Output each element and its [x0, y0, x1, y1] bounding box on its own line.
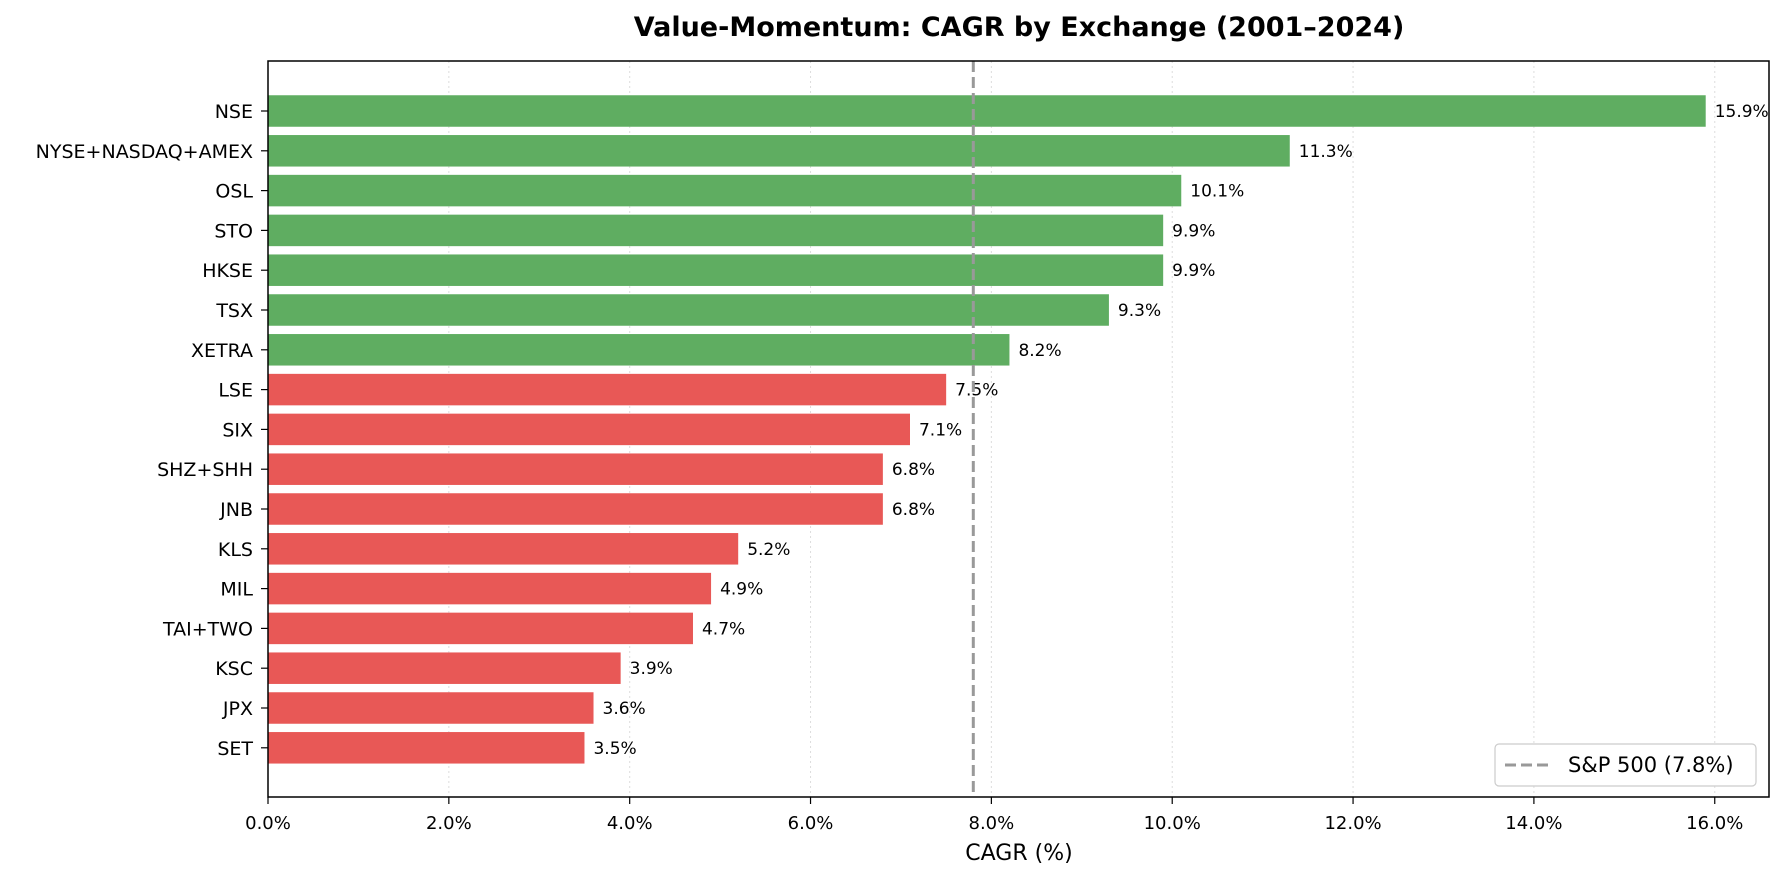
bar-value-label: 8.2% [1018, 341, 1061, 361]
x-tick-label: 16.0% [1686, 813, 1743, 834]
bar [268, 453, 883, 485]
bar [268, 652, 621, 684]
y-tick-label: SIX [222, 419, 253, 441]
bar [268, 533, 739, 565]
y-tick-label: MIL [220, 579, 253, 601]
bar [268, 572, 712, 605]
x-tick-label: 6.0% [788, 813, 834, 834]
bar-value-label: 9.9% [1172, 221, 1215, 241]
bar [268, 612, 693, 645]
y-tick-label: SET [217, 738, 253, 760]
legend: S&P 500 (7.8%) [1494, 743, 1757, 787]
bar [268, 254, 1164, 286]
chart-title: Value-Momentum: CAGR by Exchange (2001–2… [634, 12, 1405, 43]
x-tick-label: 4.0% [607, 813, 653, 834]
x-axis-label: CAGR (%) [965, 841, 1072, 866]
y-tick-label: NYSE+NASDAQ+AMEX [36, 141, 253, 163]
bar-value-label: 6.8% [892, 500, 935, 520]
bar [268, 334, 1010, 366]
legend-box [1494, 743, 1757, 787]
x-tick-label: 0.0% [245, 813, 291, 834]
bar-value-label: 4.9% [720, 580, 763, 600]
bar-value-label: 15.9% [1715, 102, 1769, 122]
bar [268, 692, 594, 724]
bar-value-label: 4.7% [702, 619, 745, 639]
y-tick-label: STO [214, 220, 253, 242]
y-tick-label: JNB [219, 499, 253, 521]
bar [268, 214, 1164, 247]
x-tick-label: 10.0% [1144, 813, 1201, 834]
y-tick-label: NSE [215, 101, 253, 123]
y-tick-label: TSX [215, 300, 253, 322]
y-tick-label: LSE [218, 380, 253, 402]
bar-value-label: 7.5% [955, 381, 998, 401]
x-tick-label: 14.0% [1505, 813, 1562, 834]
bar [268, 493, 883, 525]
bar-value-label: 6.8% [892, 460, 935, 480]
y-tick-label: KLS [218, 539, 253, 561]
bar-value-label: 3.5% [593, 739, 636, 759]
bar [268, 95, 1706, 127]
bar-value-label: 5.2% [747, 540, 790, 560]
y-tick-label: OSL [215, 181, 253, 203]
bar-value-label: 3.6% [603, 699, 646, 719]
bar-value-label: 11.3% [1299, 142, 1353, 162]
bar-value-label: 9.3% [1118, 301, 1161, 321]
y-tick-label: XETRA [191, 340, 253, 362]
x-tick-label: 12.0% [1324, 813, 1381, 834]
bar-value-label: 3.9% [630, 659, 673, 679]
y-tick-label: TAI+TWO [162, 618, 253, 640]
bar [268, 174, 1182, 207]
bar [268, 732, 585, 764]
bar [268, 413, 910, 446]
y-tick-label: SHZ+SHH [157, 459, 253, 481]
bar-value-label: 10.1% [1190, 182, 1244, 202]
x-tick-label: 2.0% [426, 813, 472, 834]
bars: 15.9% 11.3% 10.1% 9.9% 9.9% 9.3% 8.2% 7.5% 7.1% 6… [268, 95, 1769, 764]
y-tick-label: HKSE [202, 260, 253, 282]
x-tick-label: 8.0% [969, 813, 1015, 834]
legend-label: S&P 500 (7.8%) [1568, 753, 1734, 777]
y-axis-ticks: NSE NYSE+NASDAQ+AMEX OSL STO HKSE TSX XETRA LSE… [36, 101, 268, 760]
bar-value-label: 9.9% [1172, 261, 1215, 281]
y-tick-label: JPX [222, 698, 253, 720]
y-tick-label: KSC [215, 658, 253, 680]
x-axis-ticks: 0.0% 2.0% 4.0% 6.0% 8.0% 10.0% 12.0% 14.0% 16.0% [245, 797, 1743, 834]
bar [268, 135, 1290, 167]
bar [268, 373, 947, 406]
bar [268, 294, 1109, 326]
bar-value-label: 7.1% [919, 420, 962, 440]
